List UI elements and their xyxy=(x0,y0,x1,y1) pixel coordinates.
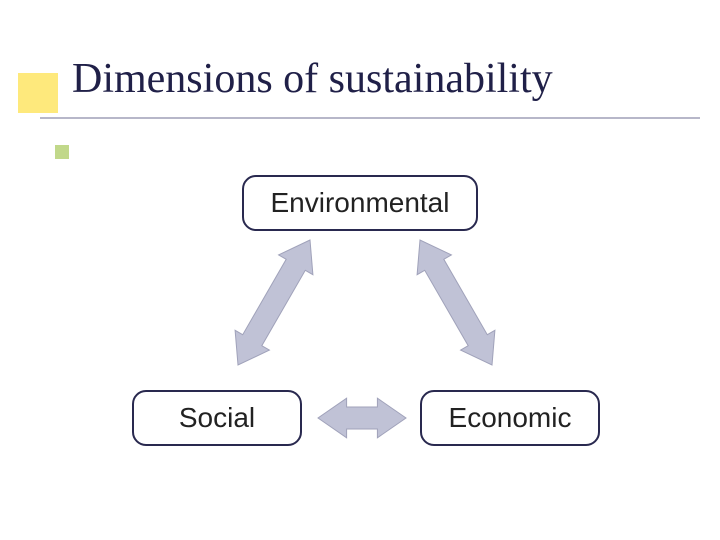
title-accent-square xyxy=(18,73,58,113)
node-social: Social xyxy=(132,390,302,446)
node-environmental: Environmental xyxy=(242,175,478,231)
title-underline xyxy=(40,117,700,119)
title-bullet-square xyxy=(55,145,69,159)
node-label: Economic xyxy=(449,402,572,434)
double-arrow xyxy=(235,240,313,365)
double-arrow xyxy=(417,240,495,365)
double-arrow xyxy=(318,398,406,438)
node-economic: Economic xyxy=(420,390,600,446)
slide-title: Dimensions of sustainability xyxy=(72,55,553,103)
node-label: Social xyxy=(179,402,255,434)
node-label: Environmental xyxy=(271,187,450,219)
